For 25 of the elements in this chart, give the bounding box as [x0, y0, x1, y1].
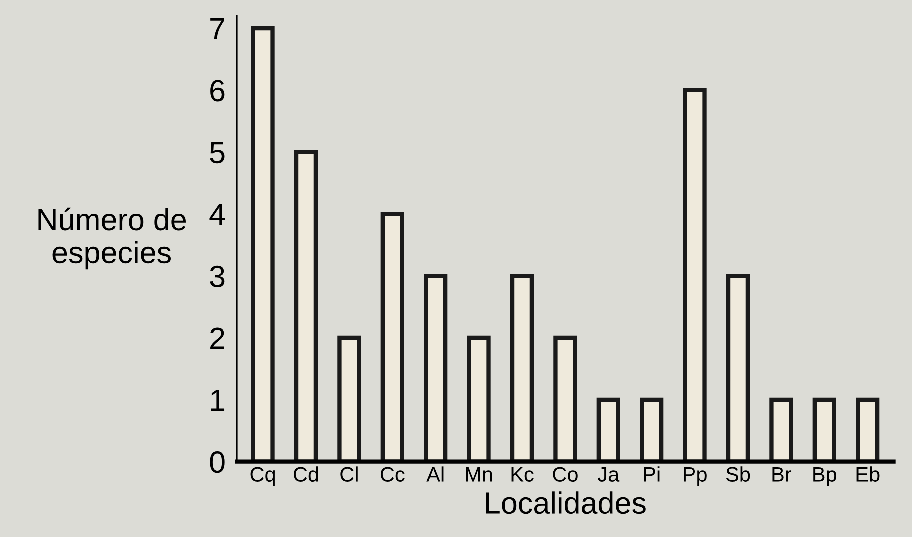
y-tick-label: 0: [210, 452, 225, 474]
x-tick-label: Al: [426, 466, 444, 482]
x-tick-label: Kc: [512, 467, 534, 482]
y-axis-title: Número de especies: [38, 208, 186, 270]
y-tick-label: 5: [210, 142, 225, 164]
x-tick-label: Pi: [644, 466, 660, 482]
x-tick-label: Pp: [684, 467, 707, 486]
x-tick-label: Br: [772, 467, 792, 482]
x-tick-label: Cc: [380, 467, 405, 482]
x-tick-label: Eb: [856, 466, 880, 482]
y-tick-label: 1: [211, 390, 225, 411]
x-tick-label: Mn: [466, 467, 492, 482]
x-axis-title: Localidades: [486, 492, 646, 514]
y-tick-label: 4: [210, 204, 226, 226]
x-tick-label: Cq: [250, 467, 276, 486]
x-tick-label: Co: [553, 467, 578, 482]
x-tick-label: Bp: [814, 467, 837, 486]
x-tick-label: Ja: [598, 467, 620, 482]
y-tick-label: 3: [210, 266, 225, 288]
y-tick-label: 6: [210, 80, 225, 102]
x-tick-label: Cd: [294, 466, 318, 482]
x-tick-label: Cl: [340, 466, 358, 482]
x-tick-label: Sb: [726, 466, 750, 482]
y-tick-label: 2: [210, 328, 224, 350]
y-tick-label: 7: [210, 18, 224, 40]
